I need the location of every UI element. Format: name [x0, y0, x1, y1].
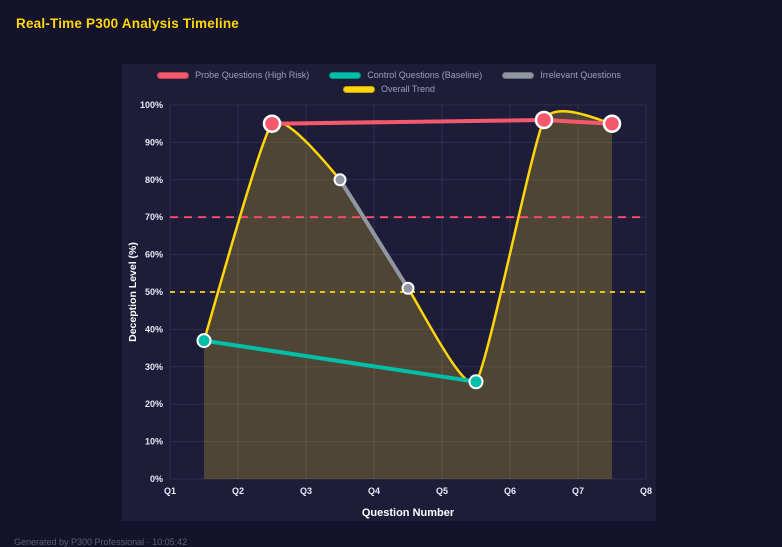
- y-tick-label: 0%: [150, 474, 163, 484]
- legend-swatch: [157, 71, 190, 79]
- legend-row-2: Overall Trend: [342, 84, 436, 94]
- legend-label: Probe Questions (High Risk): [195, 70, 310, 80]
- legend-label: Control Questions (Baseline): [367, 70, 483, 80]
- data-point-marker[interactable]: [602, 114, 622, 133]
- data-point-marker[interactable]: [262, 114, 282, 133]
- legend-label: Overall Trend: [380, 84, 436, 94]
- y-tick-label: 20%: [145, 399, 163, 409]
- legend-swatch: [342, 85, 375, 93]
- y-tick-label: 100%: [140, 100, 163, 110]
- data-point-marker[interactable]: [534, 110, 554, 130]
- y-tick-label: 80%: [145, 175, 163, 185]
- x-tick-label: Q2: [232, 486, 244, 496]
- y-tick-label: 10%: [145, 437, 163, 447]
- legend-item[interactable]: Control Questions (Baseline): [329, 70, 482, 80]
- legend-swatch: [329, 71, 362, 79]
- x-tick-label: Q6: [504, 486, 516, 496]
- x-tick-label: Q7: [572, 486, 584, 496]
- legend-item[interactable]: Probe Questions (High Risk): [157, 70, 309, 80]
- y-tick-label: 30%: [145, 362, 163, 372]
- legend-item[interactable]: Irrelevant Questions: [502, 70, 621, 80]
- x-tick-label: Q3: [300, 486, 312, 496]
- trend-fill-area: [204, 111, 612, 479]
- y-tick-label: 50%: [145, 287, 163, 297]
- y-tick-label: 40%: [145, 324, 163, 334]
- chart-panel: Probe Questions (High Risk) Control Quest…: [122, 64, 656, 521]
- timeline-chart: Q1 Q2 Q3 Q4 Q5 Q6 Q7 Q8 0% 10% 20% 30% 40% 50% 60% 70% 8…: [127, 100, 652, 519]
- x-tick-label: Q8: [640, 486, 652, 496]
- y-axis-label: Deception Level (%): [127, 242, 139, 342]
- page-title: Real-Time P300 Analysis Timeline: [16, 16, 240, 31]
- footer-text: Generated by P300 Professional · 10:05:4…: [14, 537, 188, 547]
- x-axis-label: Question Number: [362, 507, 455, 519]
- y-tick-label: 90%: [145, 137, 163, 147]
- legend-item[interactable]: Overall Trend: [342, 84, 436, 94]
- data-point-marker[interactable]: [468, 374, 484, 390]
- data-point-marker[interactable]: [401, 281, 415, 295]
- data-point-marker[interactable]: [333, 173, 347, 187]
- x-tick-label: Q5: [436, 486, 448, 496]
- series-line: [338, 177, 410, 291]
- y-tick-label: 70%: [145, 212, 163, 222]
- legend-label: Irrelevant Questions: [540, 70, 621, 80]
- chart-legend: Probe Questions (High Risk) Control Quest…: [122, 70, 656, 94]
- x-tick-label: Q4: [368, 486, 380, 496]
- y-tick-label: 60%: [145, 250, 163, 260]
- legend-swatch: [502, 71, 535, 79]
- series-line: [202, 338, 478, 384]
- data-point-marker[interactable]: [196, 333, 212, 349]
- legend-row-1: Probe Questions (High Risk) Control Quest…: [157, 70, 621, 80]
- x-tick-label: Q1: [164, 486, 176, 496]
